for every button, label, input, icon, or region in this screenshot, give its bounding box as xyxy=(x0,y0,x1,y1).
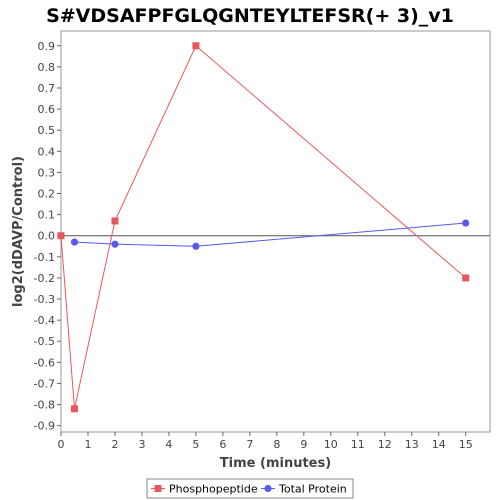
legend-box xyxy=(146,478,354,499)
x-tick-label: 6 xyxy=(219,438,226,451)
y-tick-label: 0.4 xyxy=(38,145,56,158)
y-tick-label: 0.5 xyxy=(38,124,56,137)
x-axis-label: Time (minutes) xyxy=(220,456,331,471)
series-phosphopeptide xyxy=(57,42,470,413)
plot-frame xyxy=(60,30,491,433)
x-tick-label: 5 xyxy=(192,438,199,451)
plot-area: -0.9 -0.8 -0.7 -0.6 -0.5 -0.4 -0.3 -0.2 -0.1 0.0 0… xyxy=(34,30,491,451)
chart-title: S#VDSAFPFGLQGNTEYLTEFSR(+ 3)_v1 xyxy=(46,5,454,27)
y-tick-label: -0.9 xyxy=(34,420,55,433)
x-tick-label: 11 xyxy=(351,438,365,451)
x-tick-label: 15 xyxy=(459,438,473,451)
x-tick-label: 7 xyxy=(246,438,253,451)
legend-marker-phosphopeptide xyxy=(154,485,162,492)
series-line-total-protein xyxy=(74,222,466,247)
y-tick-label: 0.8 xyxy=(38,61,56,74)
y-tick-label: 0.9 xyxy=(38,40,56,53)
x-tick-label: 0 xyxy=(58,438,65,451)
y-tick-label: -0.1 xyxy=(34,251,55,264)
data-point-phosphopeptide xyxy=(192,42,200,50)
y-tick-label: 0.3 xyxy=(38,166,56,179)
y-axis-label: log2(dDAVP/Control) xyxy=(11,156,26,307)
legend-items: Phosphopeptide Total Protein xyxy=(151,483,347,496)
x-tick-label: 12 xyxy=(378,438,392,451)
x-tick-label: 2 xyxy=(111,438,118,451)
y-tick-label: 0.2 xyxy=(38,188,56,201)
y-tick-label: -0.5 xyxy=(34,335,55,348)
y-tick-label: -0.8 xyxy=(34,399,55,412)
data-point-total-protein xyxy=(462,219,470,227)
series-total-protein xyxy=(70,219,470,250)
x-tick-label: 1 xyxy=(84,438,91,451)
data-point-total-protein xyxy=(192,242,200,250)
x-axis: 0 1 2 3 4 5 6 7 8 9 10 11 12 13 14 15 xyxy=(58,432,473,451)
legend-item-total-protein: Total Protein xyxy=(261,483,347,496)
legend-label: Phosphopeptide xyxy=(169,483,258,496)
y-tick-label: -0.3 xyxy=(34,293,55,306)
x-tick-label: 4 xyxy=(165,438,172,451)
data-point-phosphopeptide xyxy=(111,217,119,225)
y-tick-label: 0.6 xyxy=(38,103,56,116)
data-point-total-protein xyxy=(111,240,119,248)
legend-item-phosphopeptide: Phosphopeptide xyxy=(151,483,258,496)
x-tick-label: 9 xyxy=(300,438,307,451)
x-tick-label: 8 xyxy=(273,438,280,451)
y-tick-label: 0.0 xyxy=(38,230,56,243)
x-tick-label: 3 xyxy=(138,438,145,451)
data-point-total-protein xyxy=(70,238,79,246)
y-tick-label: -0.4 xyxy=(34,314,55,327)
series-layer xyxy=(57,42,470,413)
y-tick-label: -0.7 xyxy=(34,377,55,390)
data-point-phosphopeptide xyxy=(57,232,65,240)
y-tick-label: 0.7 xyxy=(38,82,56,95)
y-axis: -0.9 -0.8 -0.7 -0.6 -0.5 -0.4 -0.3 -0.2 -0.1 0.0 0… xyxy=(34,40,61,433)
legend: Phosphopeptide Total Protein xyxy=(146,478,354,499)
legend-marker-total-protein xyxy=(264,484,272,493)
data-point-phosphopeptide xyxy=(462,274,470,282)
x-tick-label: 14 xyxy=(432,438,446,451)
y-tick-label: -0.2 xyxy=(34,272,55,285)
x-tick-label: 13 xyxy=(405,438,419,451)
data-point-phosphopeptide xyxy=(70,405,78,413)
y-tick-label: 0.1 xyxy=(38,209,56,222)
y-tick-label: -0.6 xyxy=(34,356,55,369)
x-tick-label: 10 xyxy=(324,438,338,451)
legend-label: Total Protein xyxy=(278,483,347,496)
